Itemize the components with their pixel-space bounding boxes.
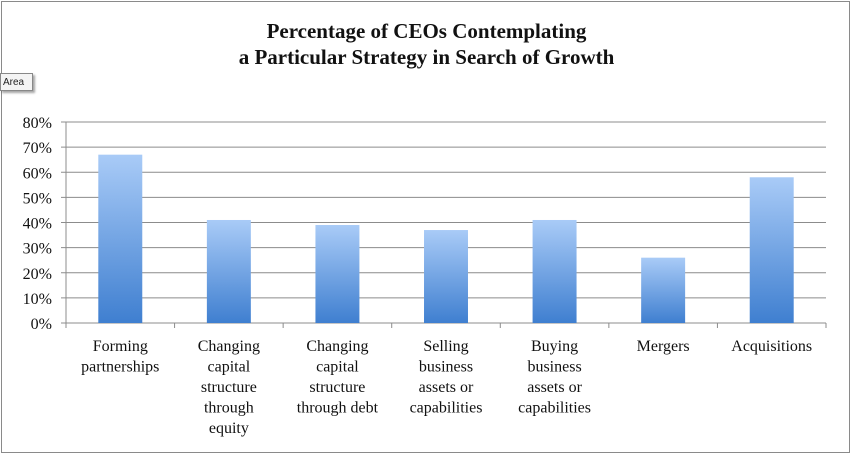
area-tooltip: Area xyxy=(0,73,33,91)
bar xyxy=(424,230,468,323)
y-tick-label: 80% xyxy=(23,115,52,132)
y-tick-label: 70% xyxy=(23,140,52,157)
bar xyxy=(206,219,251,323)
category-label: Mergers xyxy=(637,338,690,355)
category-label: Changing capital structure through debt xyxy=(297,338,379,417)
y-tick-label: 0% xyxy=(31,316,52,333)
bar xyxy=(98,154,143,323)
chart-title-line-2: a Particular Strategy in Search of Growt… xyxy=(238,45,615,69)
y-tick-label: 60% xyxy=(23,165,52,182)
bar xyxy=(641,257,686,323)
chart-title: Percentage of CEOs Contemplating a Parti… xyxy=(0,18,853,70)
category-labels: Forming partnerships Changing capital struct… xyxy=(81,338,812,437)
category-label: Acquisitions xyxy=(731,338,812,355)
chart-title-line-1: Percentage of CEOs Contemplating xyxy=(266,19,587,43)
y-tick-label: 50% xyxy=(23,190,52,207)
bars xyxy=(98,154,794,323)
y-tick-label: 10% xyxy=(23,291,52,308)
bar xyxy=(532,219,577,323)
y-tick-label: 20% xyxy=(23,266,52,283)
y-tick-label: 40% xyxy=(23,216,52,233)
bar xyxy=(749,177,794,323)
y-tick-labels: 0% 10% 20% 30% 40% 50% 60% 70% 80% xyxy=(23,115,52,333)
category-label: Changing capital structure through equity xyxy=(198,338,260,437)
category-label: Buying business assets or capabilities xyxy=(518,338,591,417)
bar xyxy=(315,225,360,323)
y-tick-label: 30% xyxy=(23,241,52,258)
category-label: Selling business assets or capabilities xyxy=(410,338,483,417)
category-label: Forming partnerships xyxy=(81,338,159,376)
